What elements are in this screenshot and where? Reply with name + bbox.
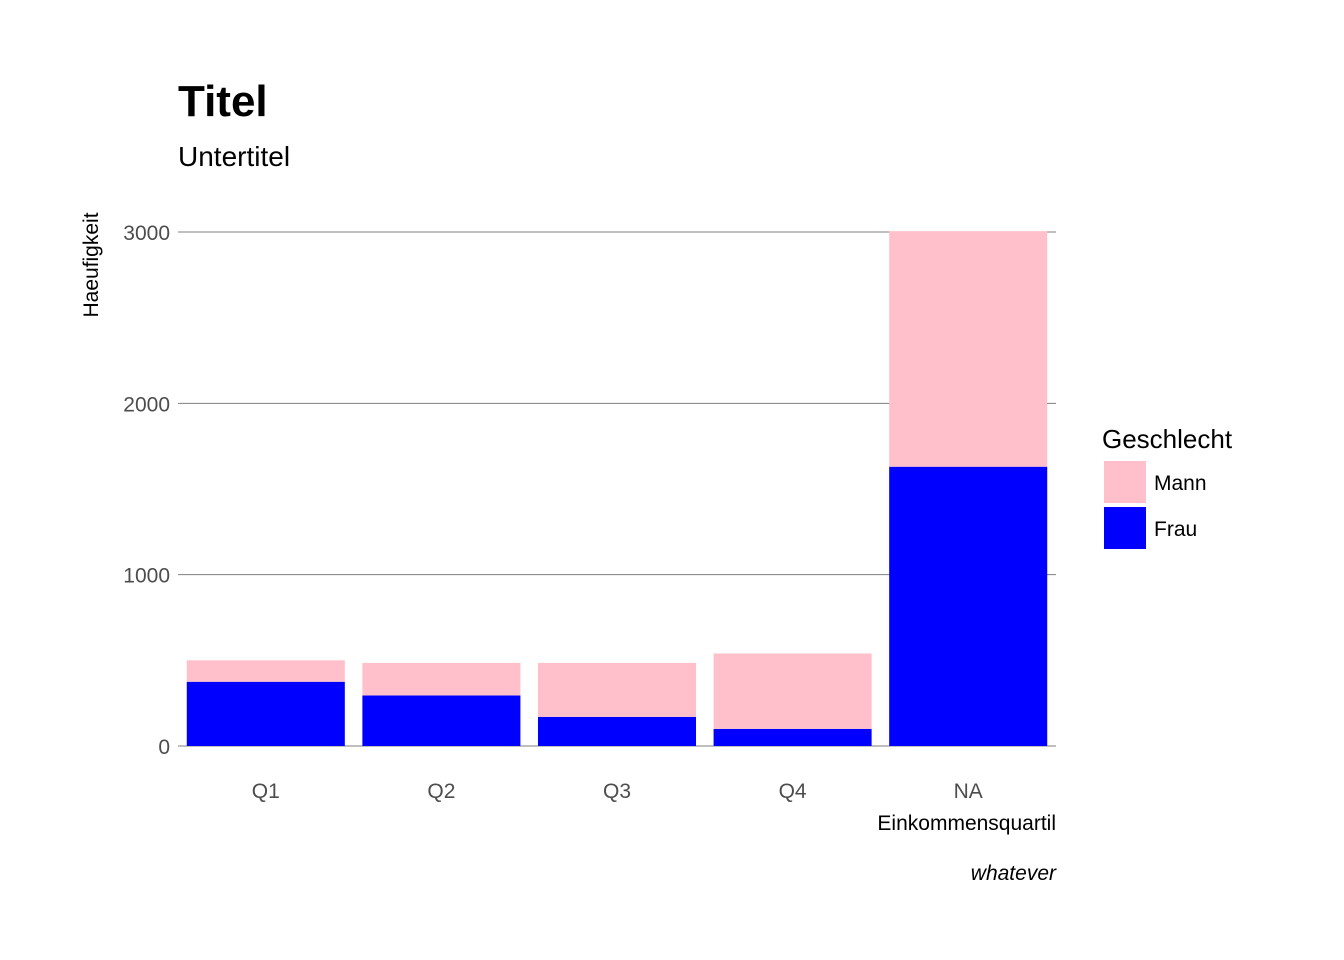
bar-q1-mann: [186, 660, 345, 682]
x-tick-label: NA: [954, 780, 983, 803]
y-tick-label: 1000: [123, 565, 170, 588]
x-tick-labels: Q1 Q2 Q3 Q4 NA: [252, 780, 983, 803]
bar-na-mann: [889, 231, 1048, 467]
bar-q4-frau: [713, 728, 872, 746]
legend-label-frau: Frau: [1154, 518, 1197, 541]
legend: Geschlecht Mann Frau: [1102, 424, 1233, 549]
x-tick-label: Q1: [252, 780, 280, 803]
bar-q1-frau: [186, 681, 345, 746]
y-tick-label: 2000: [123, 393, 170, 416]
x-tick-label: Q2: [427, 780, 455, 803]
legend-key-mann: [1104, 461, 1146, 503]
bar-na-frau: [889, 466, 1048, 746]
chart-caption: whatever: [971, 862, 1057, 885]
chart-subtitle: Untertitel: [178, 141, 290, 172]
chart-title: Titel: [178, 77, 268, 126]
bar-q3-mann: [537, 662, 697, 717]
bar-q2-mann: [362, 662, 521, 696]
bar-q2-frau: [362, 695, 521, 746]
x-axis-title: Einkommensquartil: [877, 812, 1056, 835]
bar-q4-mann: [713, 653, 872, 729]
bar-q3-frau: [537, 716, 697, 746]
legend-title: Geschlecht: [1102, 424, 1233, 454]
legend-label-mann: Mann: [1154, 472, 1207, 495]
bars: [186, 231, 1048, 746]
y-tick-label: 0: [158, 736, 170, 759]
y-tick-label: 3000: [123, 222, 170, 245]
legend-key-frau: [1104, 507, 1146, 549]
y-axis-title: Haeufigkeit: [80, 212, 103, 317]
x-tick-label: Q4: [779, 780, 807, 803]
x-tick-label: Q3: [603, 780, 631, 803]
y-tick-labels: 0 1000 2000 3000: [123, 222, 170, 759]
